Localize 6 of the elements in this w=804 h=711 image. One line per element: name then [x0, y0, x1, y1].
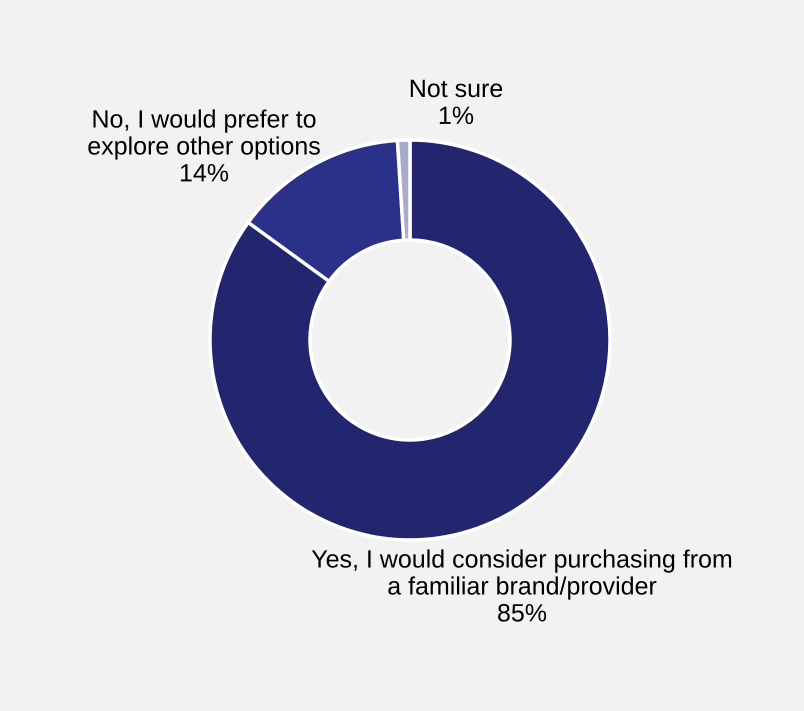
data-label: 14% — [180, 164, 228, 182]
data-label: 1% — [440, 106, 474, 124]
slice-label: Not sure — [410, 80, 502, 98]
data-label: 85% — [498, 604, 546, 622]
slice-label: No, I would prefer to explore other options — [88, 109, 320, 160]
slice-label: Yes, I would consider purchasing from a familiar brand/provider — [312, 549, 732, 600]
